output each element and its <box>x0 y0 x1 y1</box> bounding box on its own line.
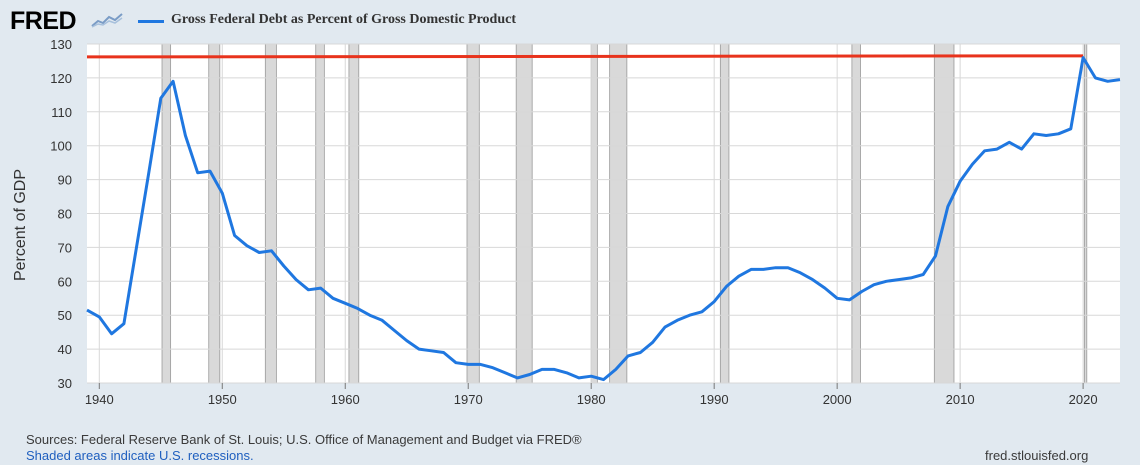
y-tick-label: 60 <box>58 274 72 289</box>
gridlines <box>87 43 1120 384</box>
fred-logo[interactable]: FRED <box>10 7 77 35</box>
x-tick-label: 2020 <box>1069 392 1098 407</box>
recession-note[interactable]: Shaded areas indicate U.S. recessions. <box>26 448 254 463</box>
y-axis-label: Percent of GDP <box>12 169 29 281</box>
legend-label[interactable]: Gross Federal Debt as Percent of Gross D… <box>171 12 517 27</box>
y-axis-ticks: 30 40 50 60 70 80 90 100 110 120 130 <box>50 37 72 391</box>
fred-chart-icon <box>91 13 123 28</box>
reference-line <box>86 54 1084 59</box>
debt-to-gdp-series-line[interactable] <box>86 56 1121 382</box>
x-tick-label: 1970 <box>454 392 483 407</box>
y-tick-label: 110 <box>51 105 72 120</box>
x-tick-label: 1950 <box>208 392 237 407</box>
x-tick-label: 2000 <box>823 392 852 407</box>
x-tick-label: 1940 <box>85 392 114 407</box>
x-tick-label: 1990 <box>700 392 729 407</box>
sources-note: Sources: Federal Reserve Bank of St. Lou… <box>26 432 582 447</box>
y-tick-label: 100 <box>50 139 72 154</box>
y-tick-label: 30 <box>58 376 72 391</box>
x-tick-label: 1960 <box>331 392 360 407</box>
y-tick-label: 40 <box>58 342 72 357</box>
x-tick-label: 2010 <box>946 392 975 407</box>
y-tick-label: 80 <box>58 207 72 222</box>
legend-swatch <box>138 20 164 23</box>
y-axis-title: Percent of GDP <box>12 169 29 281</box>
y-tick-label: 90 <box>58 173 72 188</box>
chart-header: FRED Gross Federal Debt as Percent of Gr… <box>10 8 1130 34</box>
y-tick-label: 120 <box>50 71 72 86</box>
y-tick-label: 130 <box>50 37 72 52</box>
x-axis-ticks: 1940 1950 1960 1970 1980 1990 2000 2010 2020 <box>85 383 1098 407</box>
fred-url[interactable]: fred.stlouisfed.org <box>985 448 1089 463</box>
y-tick-label: 50 <box>58 308 72 323</box>
y-tick-label: 70 <box>58 240 72 255</box>
x-tick-label: 1980 <box>577 392 606 407</box>
